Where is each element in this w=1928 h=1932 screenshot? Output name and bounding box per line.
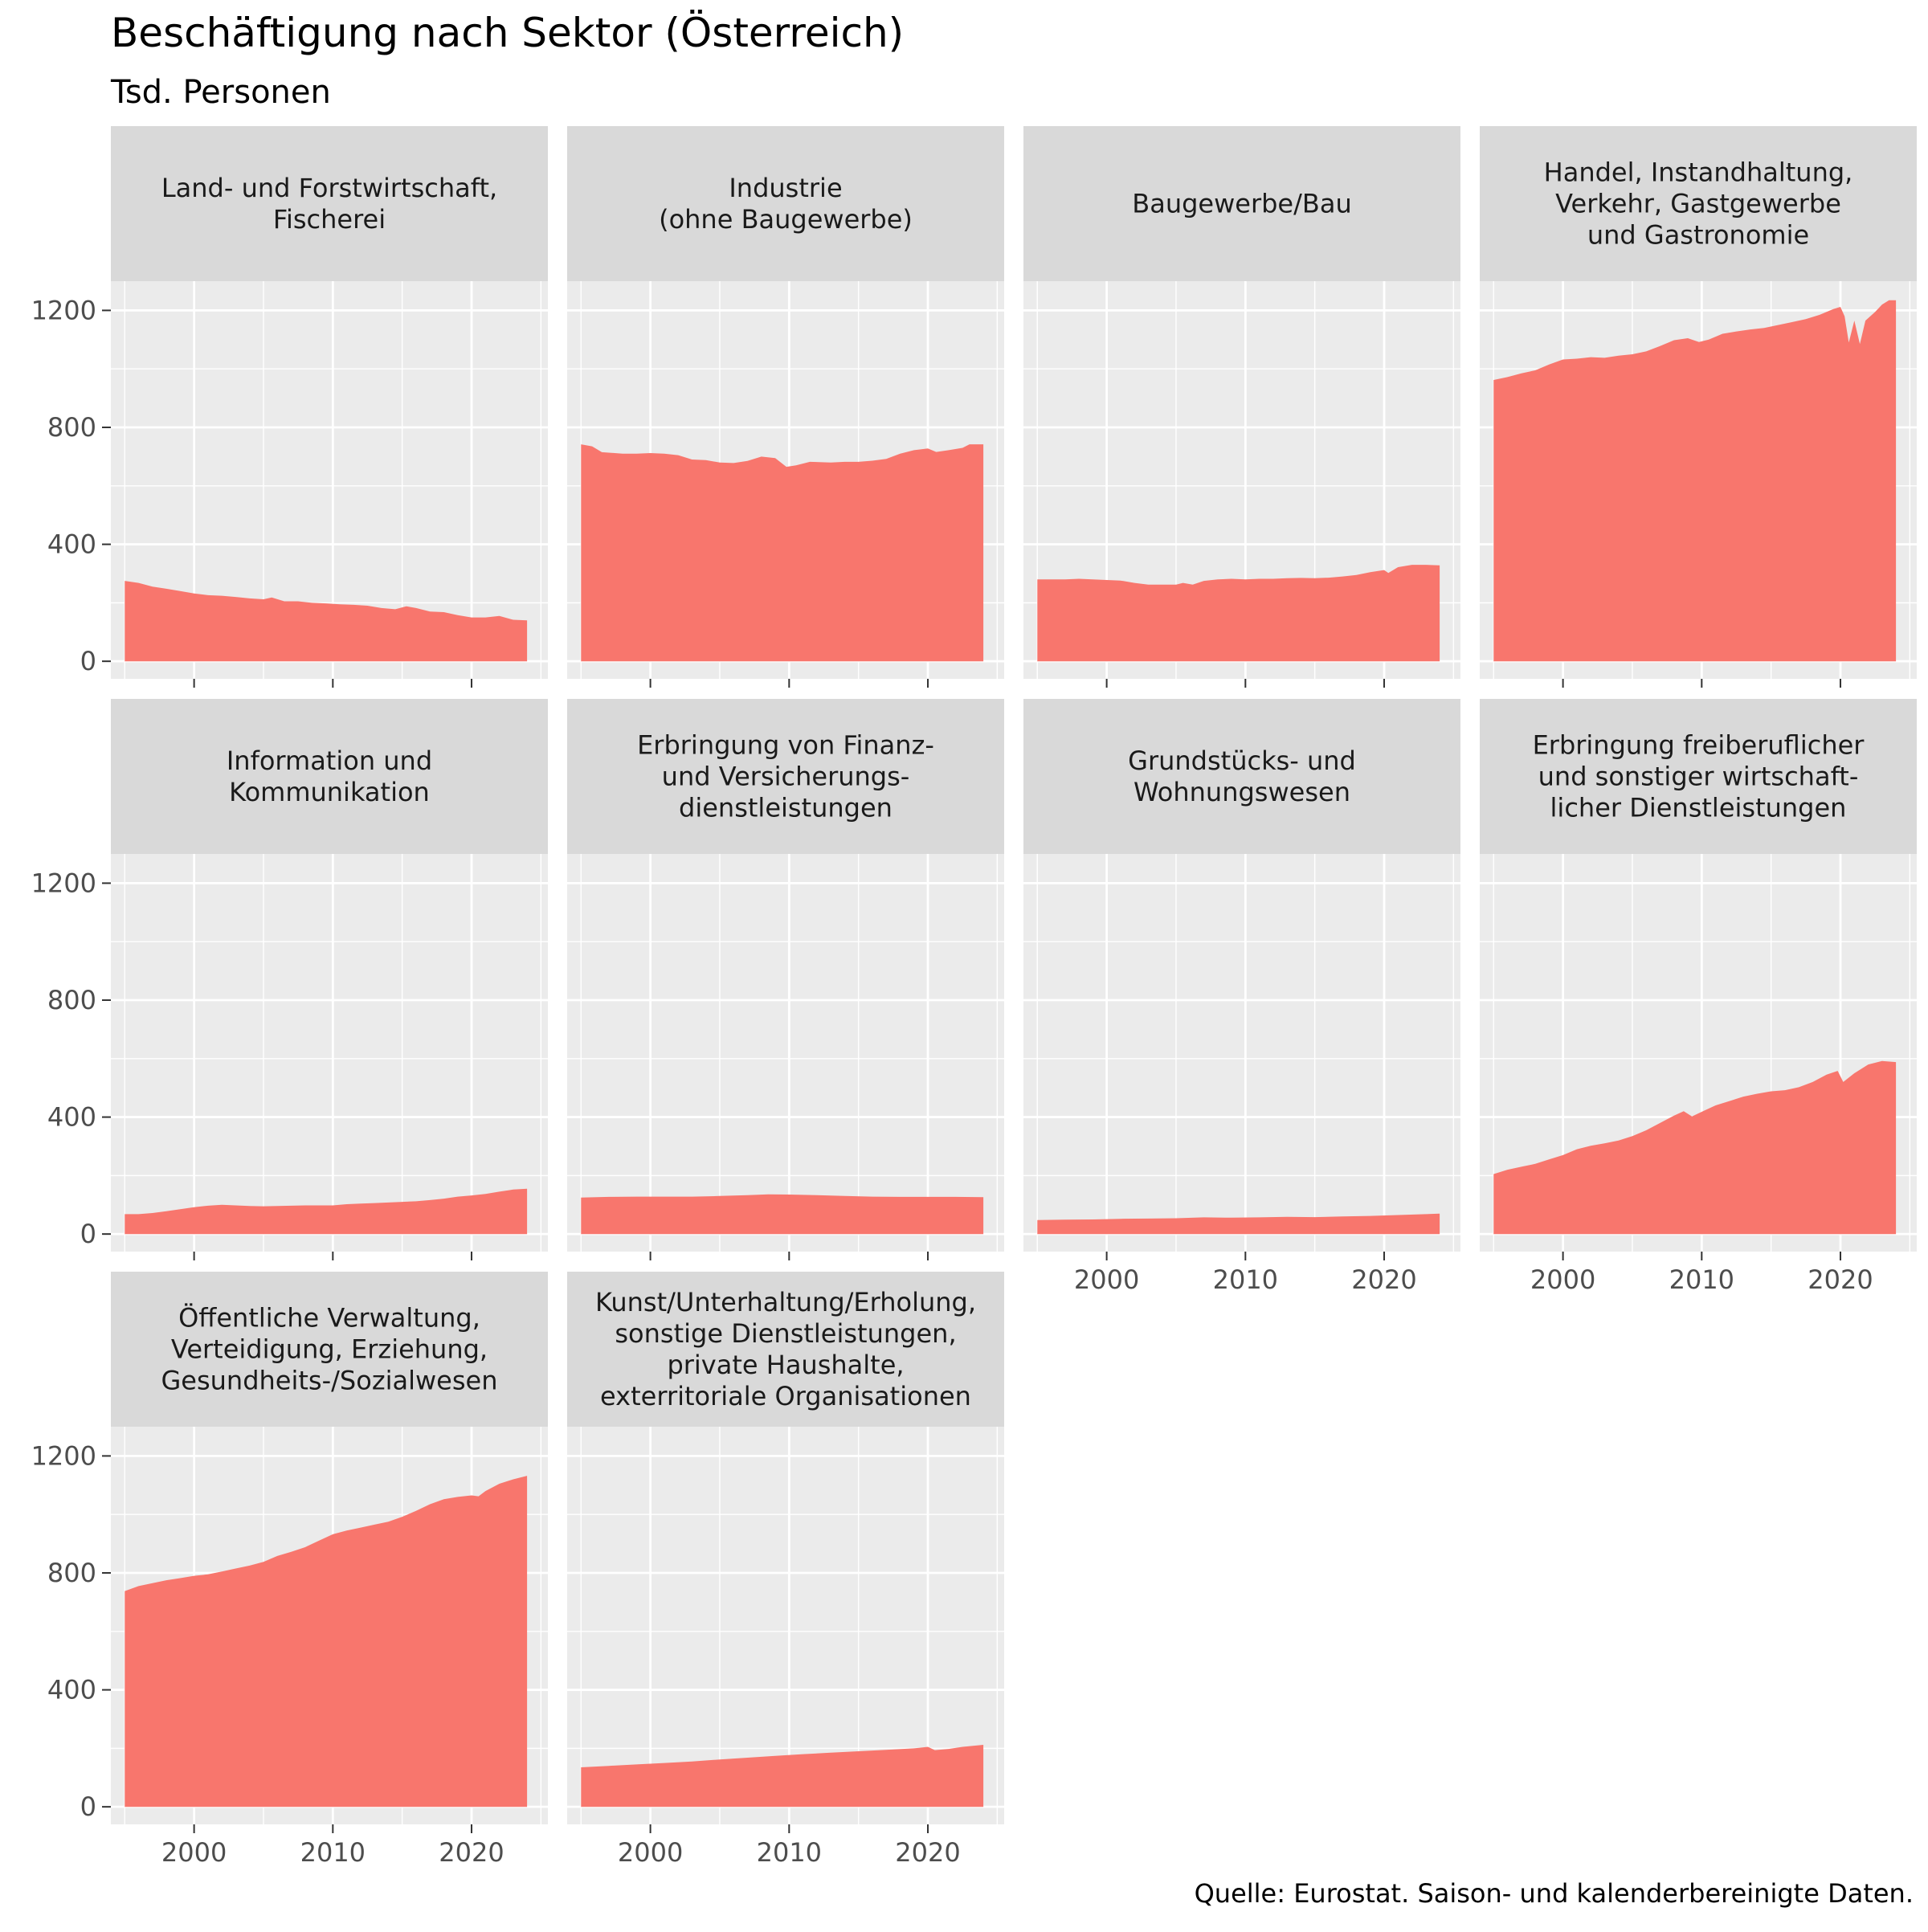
facet-panels: Land- und Forstwirtschaft,Fischerei 0 400 8… — [31, 126, 1917, 1868]
facet-panel: Land- und Forstwirtschaft,Fischerei 0 400 8… — [31, 126, 548, 688]
x-tick-label: 2000 — [618, 1837, 683, 1868]
facet-strip-label: Öffentliche Verwaltung, — [178, 1303, 480, 1334]
facet-strip-label: Information und — [227, 745, 432, 776]
facet-strip-label: und Versicherungs- — [662, 762, 910, 792]
series-area — [581, 1745, 984, 1807]
x-tick-label: 2010 — [757, 1837, 822, 1868]
facet-strip — [1023, 699, 1460, 854]
facet-strip — [111, 699, 548, 854]
facet-strip — [111, 1272, 548, 1427]
x-tick-label: 2020 — [895, 1837, 960, 1868]
chart-caption: Quelle: Eurostat. Saison- und kalenderbe… — [1195, 1878, 1914, 1909]
x-tick-label: 2000 — [1074, 1264, 1139, 1295]
panel-background — [1023, 854, 1460, 1252]
y-tick-label: 800 — [47, 1558, 96, 1588]
y-tick-label: 1200 — [31, 295, 96, 325]
facet-strip — [567, 1272, 1004, 1427]
x-tick-label: 2020 — [1808, 1264, 1873, 1295]
y-tick-label: 400 — [47, 529, 96, 560]
facet-strip-label: Verkehr, Gastgewerbe — [1555, 189, 1841, 219]
chart-subtitle: Tsd. Personen — [110, 74, 331, 111]
x-tick-label: 2010 — [300, 1837, 366, 1868]
facet-strip-label: und sonstiger wirtschaft- — [1538, 762, 1859, 792]
facet-strip-label: Fischerei — [273, 204, 386, 235]
facet-panel: Öffentliche Verwaltung,Verteidigung, Erz… — [31, 1272, 548, 1868]
facet-panel: Handel, Instandhaltung,Verkehr, Gastgewe… — [1480, 126, 1917, 688]
series-area — [581, 444, 984, 662]
facet-strip — [567, 699, 1004, 854]
facet-strip-label: (ohne Baugewerbe) — [659, 204, 913, 235]
y-tick-label: 0 — [80, 646, 96, 676]
facet-strip-label: licher Dienstleistungen — [1550, 793, 1847, 823]
y-tick-label: 800 — [47, 412, 96, 443]
facet-panel: Erbringung von Finanz-und Versicherungs-… — [567, 699, 1004, 1260]
y-tick-label: 0 — [80, 1219, 96, 1249]
panel-background — [111, 854, 548, 1252]
series-area — [125, 1476, 528, 1807]
facet-strip-label: und Gastronomie — [1587, 220, 1809, 251]
facet-panel: Kunst/Unterhaltung/Erholung,sonstige Die… — [567, 1272, 1004, 1868]
series-area — [125, 1188, 528, 1235]
facet-strip-label: Gesundheits-/Sozialwesen — [161, 1366, 497, 1396]
facet-strip-label: Verteidigung, Erziehung, — [171, 1334, 488, 1365]
facet-strip-label: Industrie — [729, 173, 842, 203]
series-area — [1037, 1213, 1440, 1235]
x-tick-label: 2000 — [1530, 1264, 1595, 1295]
y-tick-label: 0 — [80, 1791, 96, 1822]
facet-strip-label: Land- und Forstwirtschaft, — [161, 173, 497, 203]
facet-strip — [1480, 699, 1917, 854]
facet-strip-label: Kunst/Unterhaltung/Erholung, — [595, 1287, 976, 1317]
facet-strip — [1480, 126, 1917, 281]
y-tick-label: 1200 — [31, 868, 96, 898]
facet-panel: Baugewerbe/Bau — [1023, 126, 1460, 688]
x-tick-label: 2020 — [1351, 1264, 1416, 1295]
x-tick-label: 2010 — [1669, 1264, 1734, 1295]
facet-strip — [567, 126, 1004, 281]
facet-strip-label: Erbringung freiberuflicher — [1533, 730, 1865, 761]
series-area — [581, 1194, 984, 1235]
chart-title: Beschäftigung nach Sektor (Österreich) — [111, 10, 904, 56]
series-area — [125, 581, 528, 662]
facet-strip-label: Baugewerbe/Bau — [1132, 189, 1351, 219]
facet-strip-label: private Haushalte, — [667, 1350, 904, 1380]
facet-strip-label: sonstige Dienstleistungen, — [615, 1318, 956, 1349]
facet-strip-label: Erbringung von Finanz- — [637, 730, 934, 761]
x-tick-label: 2020 — [439, 1837, 504, 1868]
facet-strip-label: Handel, Instandhaltung, — [1544, 157, 1853, 188]
facet-strip-label: Kommunikation — [229, 777, 430, 807]
series-area — [1493, 1060, 1897, 1235]
y-tick-label: 800 — [47, 985, 96, 1015]
series-area — [1037, 565, 1440, 662]
facet-strip — [111, 126, 548, 281]
panel-background — [567, 854, 1004, 1252]
x-tick-label: 2010 — [1213, 1264, 1278, 1295]
facet-panel: Industrie(ohne Baugewerbe) — [567, 126, 1004, 688]
y-tick-label: 400 — [47, 1675, 96, 1705]
y-tick-label: 1200 — [31, 1440, 96, 1471]
facet-strip — [1023, 126, 1460, 281]
x-tick-label: 2000 — [161, 1837, 227, 1868]
y-tick-label: 400 — [47, 1102, 96, 1133]
series-area — [1493, 300, 1897, 662]
facet-strip-label: Grundstücks- und — [1128, 745, 1356, 776]
facet-strip-label: exterritoriale Organisationen — [600, 1381, 971, 1411]
facet-strip-label: Wohnungswesen — [1134, 777, 1350, 807]
facet-strip-label: dienstleistungen — [679, 793, 893, 823]
